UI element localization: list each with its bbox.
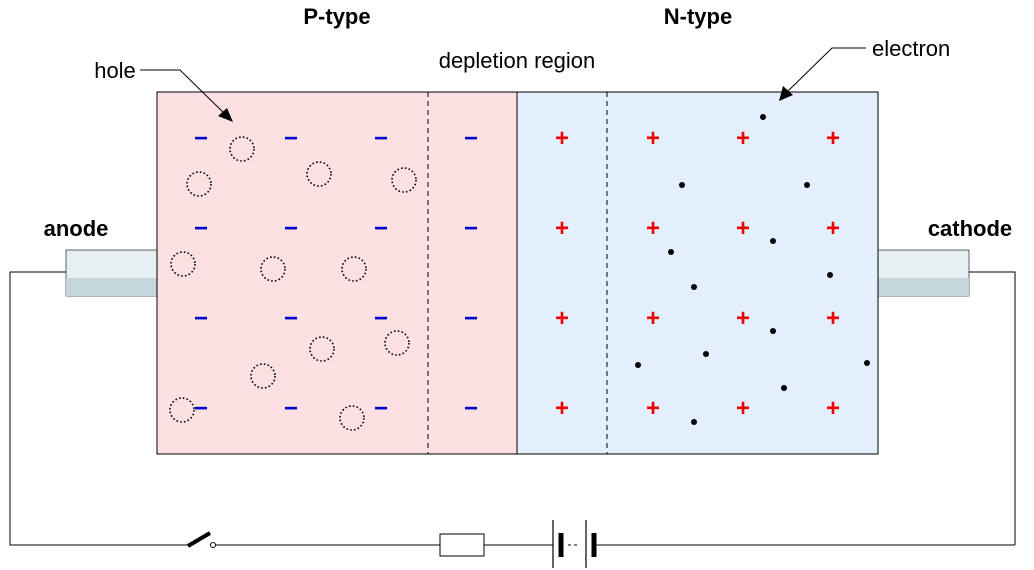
battery — [552, 520, 597, 568]
n-type-label: N-type — [664, 4, 732, 29]
hole — [229, 136, 255, 162]
positive-ion: + — [646, 305, 660, 332]
cathode-terminal — [877, 249, 970, 297]
hole — [170, 251, 196, 277]
electron — [827, 272, 833, 278]
negative-ion: − — [284, 395, 298, 422]
hole-label: hole — [94, 58, 136, 83]
negative-ion: − — [374, 215, 388, 242]
hole — [186, 171, 212, 197]
hole — [341, 256, 367, 282]
negative-ion: − — [464, 215, 478, 242]
electron — [691, 419, 697, 425]
positive-ion: + — [736, 395, 750, 422]
electrons — [635, 114, 870, 425]
negative-ion: − — [464, 395, 478, 422]
electron — [760, 114, 766, 120]
negative-ions: − − − − − − − − − − − − − − − − — [194, 125, 478, 422]
negative-ion: − — [284, 125, 298, 152]
anode-label: anode — [44, 216, 109, 241]
electron — [679, 182, 685, 188]
switch — [186, 531, 216, 548]
resistor — [439, 533, 485, 557]
hole — [306, 161, 332, 187]
electron — [668, 249, 674, 255]
positive-ion: + — [826, 215, 840, 242]
n-type-region — [517, 92, 878, 454]
positive-ion: + — [555, 395, 569, 422]
positive-ion: + — [555, 125, 569, 152]
positive-ion: + — [646, 395, 660, 422]
electron — [864, 360, 870, 366]
negative-ion: − — [284, 305, 298, 332]
holes — [169, 136, 417, 431]
hole — [384, 330, 410, 356]
hole — [169, 397, 195, 423]
electron — [804, 182, 810, 188]
hole — [260, 256, 286, 282]
positive-ion: + — [736, 125, 750, 152]
hole-leader — [140, 69, 233, 122]
electron-label: electron — [872, 36, 950, 61]
hole — [309, 336, 335, 362]
electron — [770, 238, 776, 244]
electron — [635, 362, 641, 368]
positive-ion: + — [736, 305, 750, 332]
negative-ion: − — [464, 305, 478, 332]
positive-ion: + — [646, 125, 660, 152]
electron — [770, 328, 776, 334]
negative-ion: − — [194, 395, 208, 422]
circuit-wire — [9, 271, 1016, 546]
electron — [703, 351, 709, 357]
negative-ion: − — [374, 125, 388, 152]
positive-ion: + — [646, 215, 660, 242]
p-type-label: P-type — [303, 4, 370, 29]
positive-ion: + — [826, 125, 840, 152]
positive-ion: + — [736, 215, 750, 242]
negative-ion: − — [284, 215, 298, 242]
negative-ion: − — [374, 395, 388, 422]
negative-ion: − — [194, 125, 208, 152]
hole — [391, 167, 417, 193]
cathode-label: cathode — [928, 216, 1012, 241]
electron-leader — [779, 47, 866, 101]
negative-ion: − — [194, 305, 208, 332]
positive-ion: + — [555, 305, 569, 332]
negative-ion: − — [464, 125, 478, 152]
anode-terminal — [65, 249, 159, 297]
positive-ion: + — [555, 215, 569, 242]
negative-ion: − — [374, 305, 388, 332]
hole — [339, 405, 365, 431]
negative-ion: − — [194, 215, 208, 242]
hole — [250, 363, 276, 389]
electron — [691, 284, 697, 290]
electron — [781, 385, 787, 391]
positive-ions: + + + + + + + + + + + + + + + + — [555, 125, 840, 422]
positive-ion: + — [826, 305, 840, 332]
p-type-region — [157, 92, 517, 454]
positive-ion: + — [826, 395, 840, 422]
depletion-region-label: depletion region — [439, 48, 596, 73]
